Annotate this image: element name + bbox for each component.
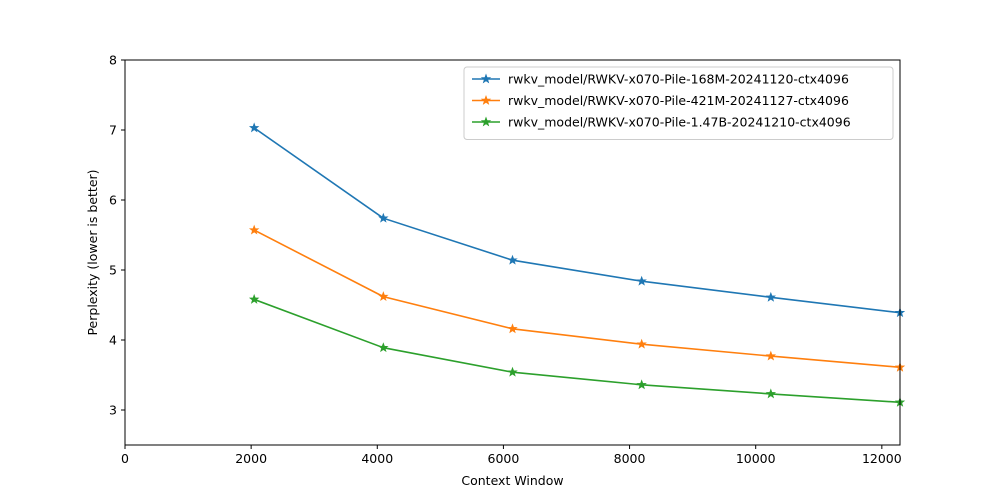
data-point-3 xyxy=(248,293,260,304)
data-point-1 xyxy=(378,212,389,223)
series-line-3 xyxy=(253,298,901,404)
series-line-2 xyxy=(253,229,901,369)
data-point-2 xyxy=(248,224,260,235)
legend: rwkv_model/RWKV-x070-Pile-168M-20241120-… xyxy=(463,66,894,140)
legend-box xyxy=(463,66,894,140)
legend-label-2: rwkv_model/RWKV-x070-Pile-421M-20241127-… xyxy=(508,93,849,108)
y-axis-label: Perplexity (lower is better) xyxy=(85,169,100,335)
y-tick-label: 8 xyxy=(109,53,117,68)
data-point-3 xyxy=(378,342,389,353)
data-point-2 xyxy=(636,338,647,349)
y-tick-label: 3 xyxy=(109,403,117,418)
series-line-1 xyxy=(253,127,901,314)
x-tick-label: 0 xyxy=(121,451,129,466)
plot-frame xyxy=(124,59,901,446)
x-tick-label: 10000 xyxy=(736,451,776,466)
y-tick-label: 4 xyxy=(109,333,117,348)
x-axis-label: Context Window xyxy=(461,473,563,488)
y-axis-ticks: 3 4 5 6 7 8 xyxy=(109,53,125,418)
series-layer xyxy=(248,122,906,407)
x-tick-label: 2000 xyxy=(235,451,267,466)
data-point-1 xyxy=(248,122,260,133)
y-tick-label: 5 xyxy=(109,263,117,278)
data-point-3 xyxy=(507,366,518,377)
data-point-2 xyxy=(765,350,777,361)
data-point-3 xyxy=(636,379,647,390)
data-point-2 xyxy=(378,291,389,302)
data-point-1 xyxy=(636,275,647,286)
x-tick-label: 12000 xyxy=(862,451,902,466)
x-axis-ticks: 0 2000 4000 6000 8000 10000 12000 xyxy=(121,445,902,466)
legend-marker-2 xyxy=(480,95,492,105)
legend-label-3: rwkv_model/RWKV-x070-Pile-1.47B-20241210… xyxy=(508,115,851,130)
y-tick-label: 6 xyxy=(109,193,117,208)
x-tick-label: 8000 xyxy=(614,451,646,466)
y-tick-label: 7 xyxy=(109,123,117,138)
legend-marker-3 xyxy=(480,116,492,127)
legend-label-1: rwkv_model/RWKV-x070-Pile-168M-20241120-… xyxy=(508,72,849,87)
data-point-1 xyxy=(507,254,518,265)
x-tick-label: 6000 xyxy=(488,451,520,466)
legend-marker-1 xyxy=(480,73,492,84)
data-point-3 xyxy=(765,388,777,399)
x-tick-label: 4000 xyxy=(361,451,393,466)
data-point-2 xyxy=(507,323,518,334)
data-point-1 xyxy=(765,291,777,302)
